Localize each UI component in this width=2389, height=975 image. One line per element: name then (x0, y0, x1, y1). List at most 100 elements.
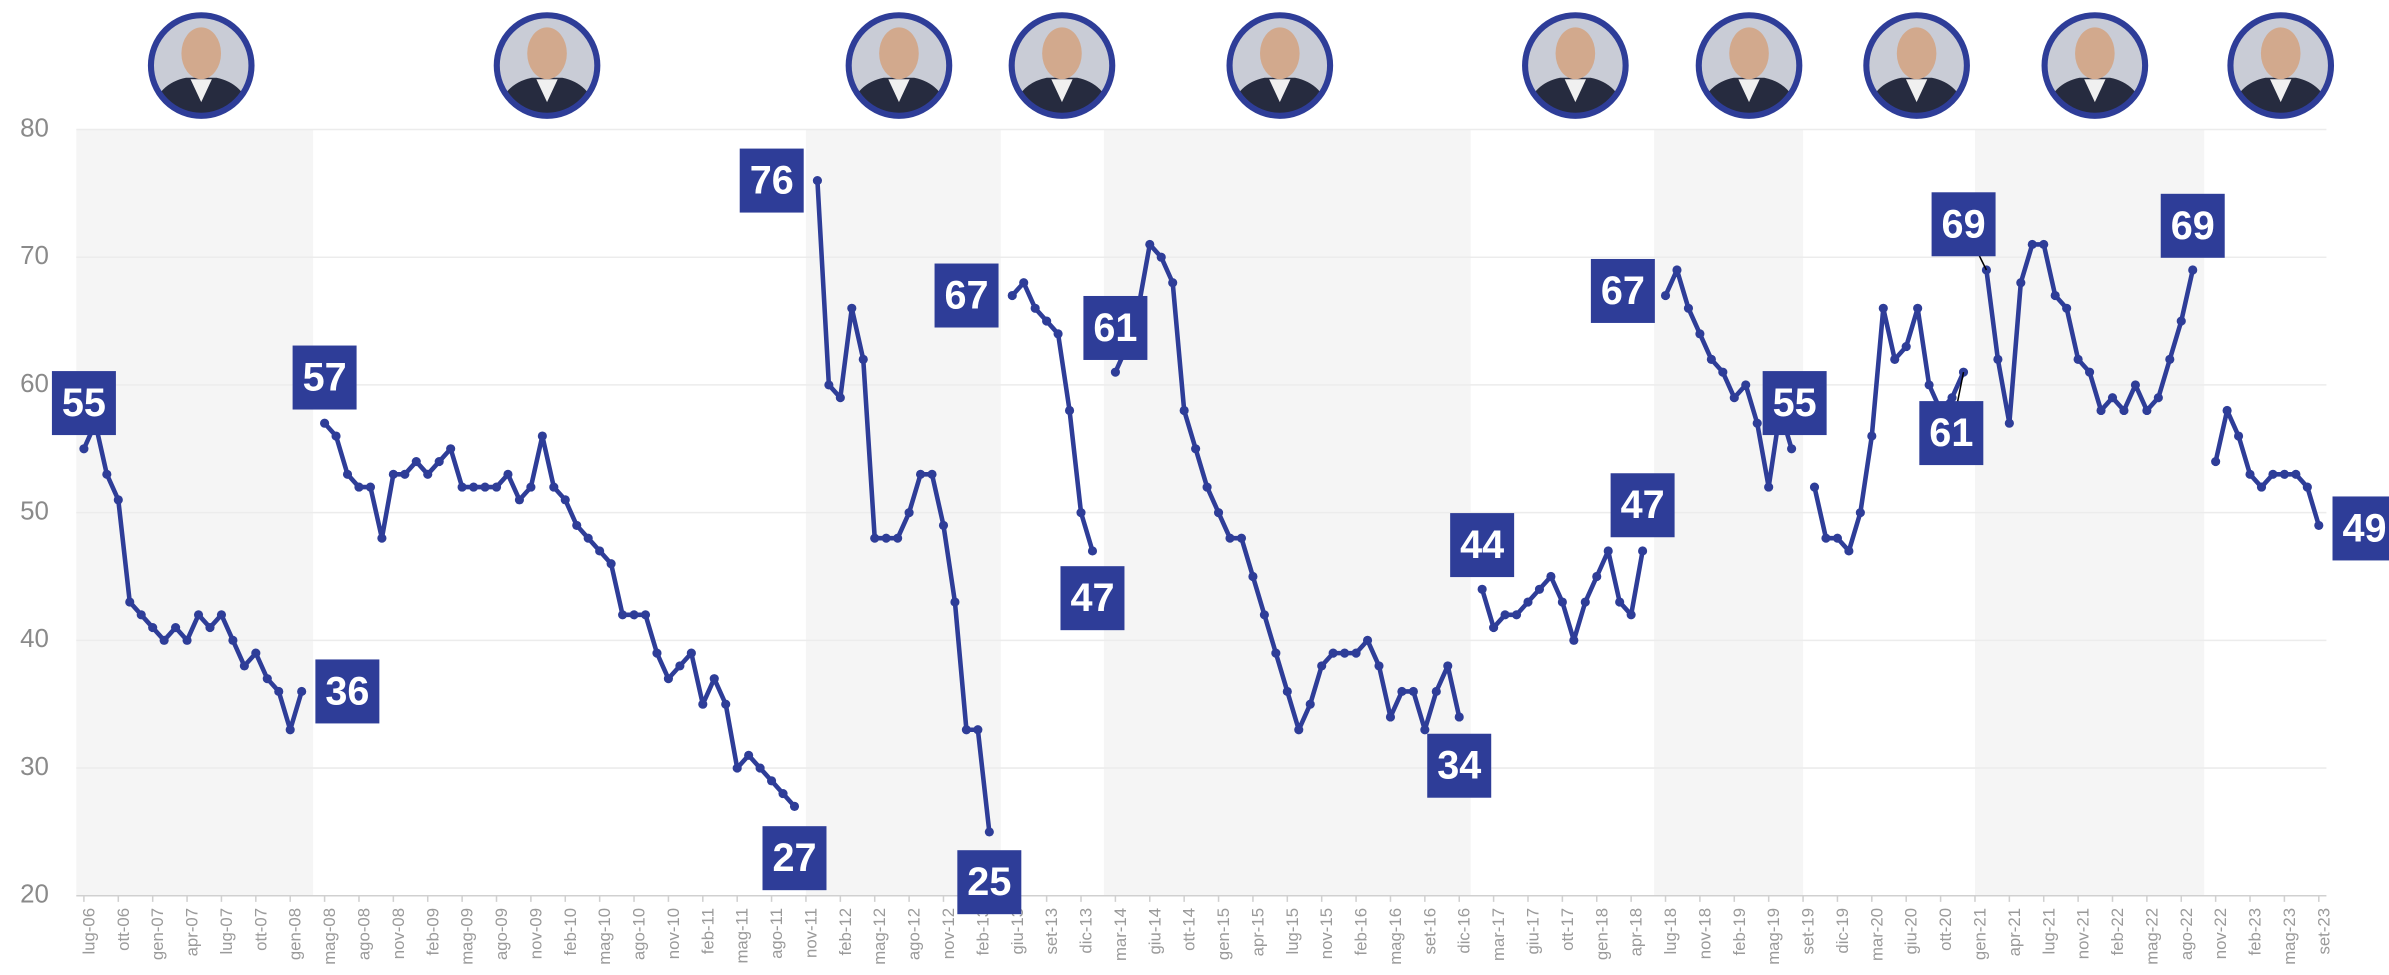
point (515, 495, 524, 504)
portraits (148, 12, 2334, 119)
point (1386, 712, 1395, 721)
point (1546, 572, 1555, 581)
x-tick-label: ago-22 (2177, 908, 2196, 960)
point (939, 521, 948, 530)
y-tick-label: 80 (20, 114, 49, 142)
x-tick-label: ott-20 (1936, 908, 1955, 951)
x-tick-label: mag-23 (2280, 908, 2299, 965)
x-tick-label: ago-12 (905, 908, 924, 960)
point (1076, 508, 1085, 517)
point (1168, 278, 1177, 287)
point (114, 495, 123, 504)
x-tick-label: mag-16 (1386, 908, 1405, 965)
point (698, 700, 707, 709)
point (2314, 521, 2323, 530)
page: 20304050607080lug-06ott-06gen-07apr-07lu… (0, 0, 2389, 975)
value-label: 27 (772, 836, 816, 880)
x-tick-label: ago-08 (354, 908, 373, 960)
point (664, 674, 673, 683)
point (2291, 470, 2300, 479)
point (286, 725, 295, 734)
point (79, 444, 88, 453)
point (1409, 687, 1418, 696)
point (1661, 291, 1670, 300)
point (377, 534, 386, 543)
point (2303, 483, 2312, 492)
point (1615, 597, 1624, 606)
point (2131, 380, 2140, 389)
point (1821, 534, 1830, 543)
point (2165, 355, 2174, 364)
point (1340, 649, 1349, 658)
x-tick-label: giu-14 (1145, 908, 1164, 955)
point (1489, 623, 1498, 632)
x-tick-label: giu-20 (1902, 908, 1921, 955)
point (950, 597, 959, 606)
x-tick-label: mag-10 (595, 908, 614, 965)
point (458, 483, 467, 492)
x-tick-label: ott-07 (251, 908, 270, 951)
point (1306, 700, 1315, 709)
point (824, 380, 833, 389)
point (320, 419, 329, 428)
point (1065, 406, 1074, 415)
x-tick-label: nov-09 (526, 908, 545, 959)
point (2119, 406, 2128, 415)
x-tick-label: mag-08 (320, 908, 339, 965)
point (1042, 316, 1051, 325)
point (412, 457, 421, 466)
x-tick-label: mag-09 (458, 908, 477, 965)
x-tick-label: set-19 (1799, 908, 1818, 955)
x-tick-label: lug-15 (1283, 908, 1302, 955)
value-label: 67 (945, 274, 989, 318)
point (1443, 661, 1452, 670)
x-tick-label: mar-17 (1489, 908, 1508, 961)
value-label: 61 (1093, 306, 1137, 350)
point (882, 534, 891, 543)
x-tick-label: feb-10 (561, 908, 580, 955)
point (847, 304, 856, 313)
point (2234, 431, 2243, 440)
point (572, 521, 581, 530)
point (137, 610, 146, 619)
point (1455, 712, 1464, 721)
point (652, 649, 661, 658)
point (2177, 316, 2186, 325)
point (182, 636, 191, 645)
point (1535, 585, 1544, 594)
x-tick-label: feb-11 (698, 908, 717, 954)
point (905, 508, 914, 517)
value-label: 76 (750, 159, 794, 203)
value-label: 55 (1773, 381, 1817, 425)
value-label: 34 (1437, 744, 1481, 788)
portrait (148, 12, 255, 119)
portrait-face (1729, 27, 1769, 79)
point (1054, 329, 1063, 338)
point (790, 802, 799, 811)
portrait-face (879, 27, 919, 79)
point (2154, 393, 2163, 402)
x-tick-label: feb-12 (836, 908, 855, 956)
point (1569, 636, 1578, 645)
point (813, 176, 822, 185)
value-label: 69 (2171, 204, 2215, 248)
x-tick-label: mag-22 (2142, 908, 2161, 965)
portrait (846, 12, 953, 119)
point (1879, 304, 1888, 313)
point (1627, 610, 1636, 619)
portrait (1863, 12, 1970, 119)
point (1352, 649, 1361, 658)
point (446, 444, 455, 453)
portrait-face (181, 27, 221, 79)
point (1317, 661, 1326, 670)
point (2016, 278, 2025, 287)
point (1890, 355, 1899, 364)
point (343, 470, 352, 479)
x-tick-label: nov-21 (2074, 908, 2093, 959)
x-tick-label: gen-07 (148, 908, 167, 960)
point (687, 649, 696, 658)
point (733, 763, 742, 772)
point (480, 483, 489, 492)
x-tick-label: feb-09 (423, 908, 442, 955)
point (263, 674, 272, 683)
